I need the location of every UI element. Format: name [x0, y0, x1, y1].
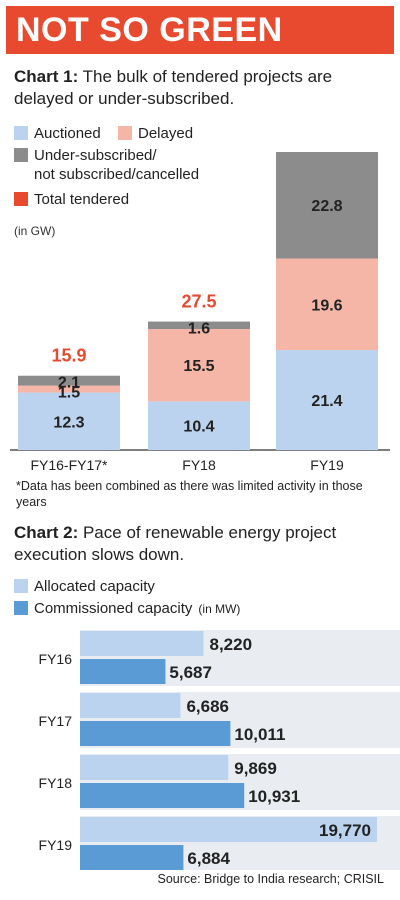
bar-label-delayed-1: 1.5: [58, 385, 80, 402]
bar-label-under-subscribed-1: 2.1: [58, 375, 80, 392]
bar-label-auctioned-3: 21.4: [311, 393, 342, 410]
legend-item-auctioned: Auctioned: [14, 124, 101, 143]
bar-delayed-1: [18, 385, 120, 393]
bar-label-allocated-2: 6,686: [186, 697, 229, 716]
legend-swatch-delayed: [118, 126, 132, 140]
chart2-category-label-3: FY18: [39, 775, 73, 791]
bar-under-subscribed-2: [148, 321, 250, 330]
bar-label-commissioned-3: 10,931: [248, 787, 300, 806]
bar-allocated-3: [80, 755, 229, 780]
bar-label-auctioned-2: 10.4: [183, 419, 214, 436]
legend-label-auctioned: Auctioned: [34, 125, 101, 142]
chart1-stacked-bar: 12.3 1.52.1 15.9 FY16-FY17* 10.4 15.5 1.6 27.5 F…: [10, 140, 390, 473]
chart1-heading-text: The bulk of tendered projects are delaye…: [14, 67, 333, 108]
legend-item-commissioned: Commissioned capacity (in MW): [14, 600, 240, 617]
bar-label-allocated-1: 8,220: [209, 635, 252, 654]
bar-label-delayed-2: 15.5: [183, 358, 214, 375]
banner-title: NOT SO GREEN: [16, 10, 283, 49]
bar-commissioned-1: [80, 659, 166, 684]
category-label-2: FY18: [182, 457, 216, 473]
category-label-1: FY16-FY17*: [30, 457, 108, 473]
title-banner: NOT SO GREEN: [6, 6, 394, 54]
chart1-heading-lead: Chart 1:: [14, 67, 79, 86]
bar-commissioned-4: [80, 845, 184, 870]
legend-item-delayed: Delayed: [118, 124, 193, 143]
chart1-footnote: *Data has been combined as there was lim…: [16, 479, 363, 509]
chart2-heading: Chart 2: Pace of renewable energy projec…: [14, 522, 394, 566]
bar-label-delayed-3: 19.6: [311, 297, 342, 314]
chart2-category-label-1: FY16: [39, 651, 73, 667]
legend-label-allocated: Allocated capacity: [34, 578, 155, 595]
category-label-3: FY19: [310, 457, 344, 473]
bar-auctioned-1: [18, 392, 120, 450]
bar-label-allocated-4: 19,770: [319, 821, 371, 840]
chart2-horizontal-bar: FY16 8,220 5,687 FY17 6,686 10,011 FY18 9,869 10…: [39, 630, 400, 870]
legend-swatch-total: [14, 192, 28, 206]
chart2-unit: (in MW): [198, 602, 241, 616]
bar-label-auctioned-1: 12.3: [53, 414, 84, 431]
bar-label-under-subscribed-3: 22.8: [311, 198, 342, 215]
bar-auctioned-3: [276, 350, 378, 450]
bar-label-under-subscribed-2: 1.6: [188, 321, 210, 338]
total-label-3: 63.8: [309, 140, 344, 142]
bar-delayed-2: [148, 329, 250, 402]
legend-swatch-auctioned: [14, 126, 28, 140]
chart1-heading: Chart 1: The bulk of tendered projects a…: [14, 66, 394, 110]
bar-allocated-1: [80, 631, 204, 656]
bar-under-subscribed-1: [18, 375, 120, 386]
chart1-unit: (in GW): [14, 224, 56, 238]
bar-allocated-2: [80, 693, 181, 718]
total-label-1: 15.9: [51, 346, 86, 366]
bar-auctioned-2: [148, 401, 250, 450]
legend-item-allocated: Allocated capacity: [14, 578, 155, 595]
bar-under-subscribed-3: [276, 152, 378, 259]
legend-label-under-line1: Under-subscribed/: [34, 147, 157, 164]
legend-label-delayed: Delayed: [138, 125, 194, 142]
bar-label-allocated-3: 9,869: [234, 759, 277, 778]
legend-label-total: Total tendered: [34, 191, 130, 208]
bar-label-commissioned-2: 10,011: [234, 725, 285, 744]
bar-commissioned-2: [80, 721, 231, 746]
legend-swatch-commissioned: [14, 601, 28, 615]
legend-label-under-line2: not subscribed/cancelled: [34, 166, 200, 183]
source-note: Source: Bridge to India research; CRISIL: [157, 872, 384, 886]
legend-item-under-subscribed-line2: not subscribed/cancelled: [34, 165, 199, 184]
chart2-category-label-2: FY17: [39, 713, 73, 729]
chart2-category-label-4: FY19: [39, 837, 73, 853]
total-label-2: 27.5: [181, 292, 216, 312]
legend-item-total: Total tendered: [14, 190, 129, 209]
bar-commissioned-3: [80, 783, 245, 808]
bar-delayed-3: [276, 258, 378, 351]
chart2-heading-lead: Chart 2:: [14, 523, 79, 542]
bar-allocated-4: [80, 817, 377, 842]
legend-swatch-allocated: [14, 579, 28, 593]
legend-label-commissioned: Commissioned capacity: [34, 600, 193, 617]
bar-label-commissioned-1: 5,687: [169, 663, 212, 682]
legend-swatch-under-subscribed: [14, 148, 28, 162]
bar-label-commissioned-4: 6,884: [187, 849, 230, 868]
legend-item-under-subscribed: Under-subscribed/: [14, 146, 157, 165]
chart2-heading-text: Pace of renewable energy project executi…: [14, 523, 337, 564]
